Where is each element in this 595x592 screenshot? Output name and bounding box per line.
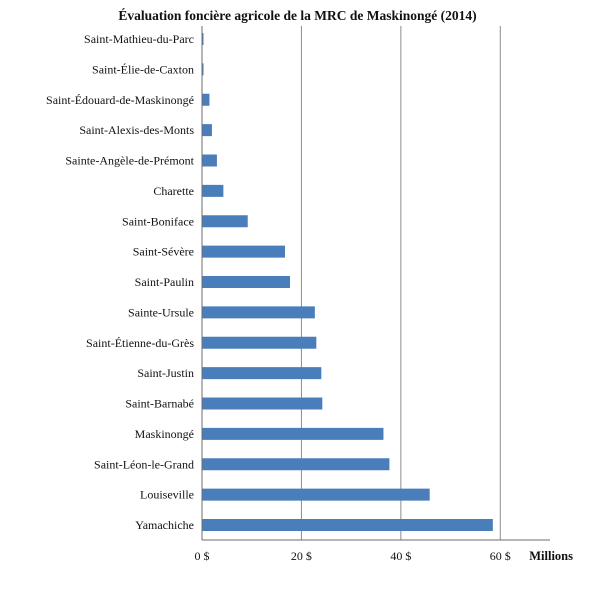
bar (202, 458, 390, 471)
bar (202, 93, 210, 106)
x-tick-label: 0 $ (195, 549, 210, 563)
grid-lines (300, 26, 501, 540)
category-label: Saint-Alexis-des-Monts (79, 123, 194, 137)
bar (202, 215, 248, 228)
category-labels: Saint-Mathieu-du-Parc Saint-Élie-de-Caxto… (46, 32, 195, 532)
bar (202, 488, 430, 501)
bars (202, 33, 493, 531)
category-label: Sainte-Angèle-de-Prémont (65, 154, 194, 168)
bar (202, 245, 286, 258)
category-label: Saint-Paulin (135, 275, 194, 289)
category-label: Saint-Boniface (122, 214, 194, 228)
category-label: Saint-Mathieu-du-Parc (84, 32, 194, 46)
category-label: Saint-Élie-de-Caxton (92, 62, 194, 76)
category-label: Maskinongé (135, 427, 194, 441)
bar (202, 33, 204, 45)
category-label: Charette (153, 184, 194, 198)
category-label: Saint-Édouard-de-Maskinongé (46, 93, 194, 107)
bar (202, 519, 493, 531)
bar (202, 154, 217, 167)
axes (201, 26, 550, 541)
x-tick-label: 40 $ (390, 549, 411, 563)
category-label: Yamachiche (135, 518, 194, 532)
bar (202, 367, 322, 380)
bar (202, 124, 212, 137)
bar (202, 306, 315, 319)
bar (202, 336, 317, 349)
category-label: Saint-Sévère (133, 245, 194, 259)
bar (202, 63, 204, 76)
category-label: Louiseville (140, 488, 194, 502)
chart-title: Évaluation foncière agricole de la MRC d… (118, 8, 477, 23)
bar (202, 184, 224, 197)
category-label: Saint-Étienne-du-Grès (86, 336, 194, 350)
x-tick-label: 60 $ (490, 549, 511, 563)
category-label: Sainte-Ursule (128, 305, 194, 319)
category-label: Saint-Barnabé (125, 397, 194, 411)
bar (202, 397, 323, 410)
x-tick-label: 20 $ (291, 549, 312, 563)
bar (202, 276, 290, 288)
x-unit-label: Millions (529, 549, 573, 563)
tick-labels: 0 $ 20 $ 40 $ 60 $ Millions (195, 549, 574, 563)
bar (202, 427, 384, 440)
category-label: Saint-Léon-le-Grand (94, 457, 194, 471)
category-label: Saint-Justin (137, 366, 194, 380)
